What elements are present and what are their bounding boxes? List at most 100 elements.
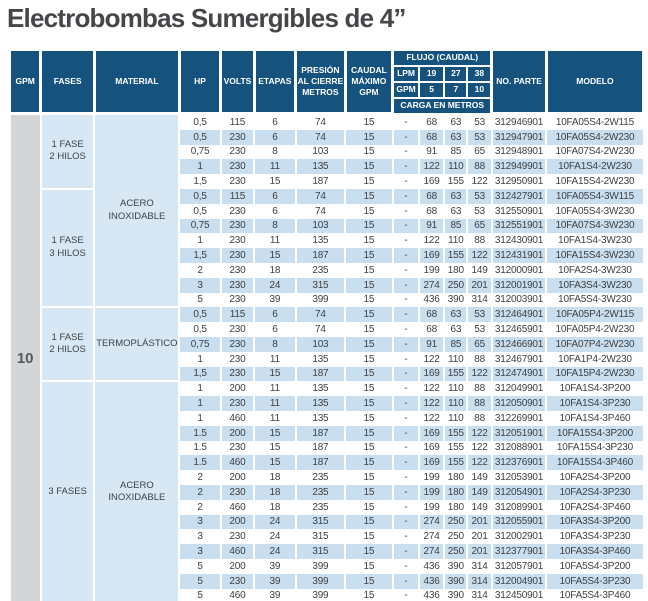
cell-volts: 230: [219, 292, 256, 308]
col-header-gpm: GPM: [7, 48, 43, 115]
cell-caudal-maximo: 15: [344, 514, 394, 530]
table-row: 2 230 18 235 15-199 180 149 312000901 10FA2S4-3W…: [10, 262, 645, 278]
cell-modelo: 10FA15S4-3P230: [545, 440, 645, 456]
cell-no-parte: 312467901: [490, 351, 548, 367]
cell-volts: 230: [219, 248, 256, 263]
cell-carga-27: 63: [443, 322, 469, 337]
cell-hp: 1: [178, 233, 222, 249]
cell-volts: 115: [219, 188, 256, 204]
cell-caudal-maximo: 15: [344, 499, 394, 515]
cell-presion-cierre: 135: [294, 396, 347, 411]
cell-hp: 3: [178, 544, 222, 559]
cell-carga-19: 199: [417, 262, 446, 278]
cell-volts: 230: [219, 174, 256, 189]
cell-flujo-dash: -: [391, 440, 420, 456]
cell-etapas: 6: [253, 203, 297, 219]
cell-carga-27: 63: [443, 113, 469, 130]
table-row: 1.5 200 15 187 15-169 155 122 312051901 10FA15S4…: [10, 425, 645, 441]
cell-carga-38: 122: [466, 174, 493, 189]
cell-carga-38: 149: [466, 262, 493, 278]
cell-caudal-maximo: 15: [344, 322, 394, 337]
cell-carga-27: 85: [443, 336, 469, 352]
subheader-lpm-label: LPM: [391, 64, 420, 83]
cell-carga-38: 88: [466, 381, 493, 397]
cell-etapas: 39: [253, 558, 297, 574]
cell-flujo-dash: -: [391, 366, 420, 382]
cell-presion-cierre: 187: [294, 248, 347, 263]
cell-carga-38: 201: [466, 544, 493, 559]
cell-flujo-dash: -: [391, 248, 420, 263]
cell-no-parte: 312001901: [490, 277, 548, 293]
table-row: 0,75 230 8 103 15-91 85 65 312551901 10FA07S4-3W…: [10, 218, 645, 234]
cell-hp: 1: [178, 410, 222, 426]
cell-etapas: 15: [253, 366, 297, 382]
cell-no-parte: 312430901: [490, 233, 548, 249]
cell-modelo: 10FA2S4-3P230: [545, 484, 645, 500]
cell-carga-19: 169: [417, 440, 446, 456]
cell-hp: 5: [178, 588, 222, 601]
cell-carga-27: 155: [443, 366, 469, 382]
cell-flujo-dash: -: [391, 307, 420, 323]
cell-caudal-maximo: 15: [344, 144, 394, 160]
cell-caudal-maximo: 15: [344, 366, 394, 382]
cell-carga-19: 122: [417, 351, 446, 367]
cell-carga-38: 314: [466, 573, 493, 589]
cell-modelo: 10FA07S4-2W230: [545, 144, 645, 160]
cell-no-parte: 312050901: [490, 396, 548, 411]
cell-carga-27: 110: [443, 351, 469, 367]
table-row: 0,75 230 8 103 15-91 85 65 312948901 10FA07S4-2W…: [10, 144, 645, 160]
cell-flujo-dash: -: [391, 588, 420, 601]
cell-no-parte: 312003901: [490, 292, 548, 308]
cell-modelo: 10FA07S4-3W230: [545, 218, 645, 234]
cell-modelo: 10FA5S4-3W230: [545, 292, 645, 308]
cell-carga-38: 122: [466, 440, 493, 456]
cell-caudal-maximo: 15: [344, 529, 394, 545]
cell-carga-27: 180: [443, 470, 469, 485]
cell-flujo-dash: -: [391, 233, 420, 249]
cell-modelo: 10FA15S4-3W230: [545, 248, 645, 263]
cell-volts: 230: [219, 322, 256, 337]
pump-spec-table: GPM FASES MATERIAL HP VOLTS ETAPAS PRESI…: [7, 48, 646, 601]
table-body: 10 1 FASE 2 HILOS ACERO INOXIDABLE 0,5 115 6 7…: [8, 112, 645, 601]
cell-hp: 0,5: [178, 307, 222, 323]
cell-hp: 1.5: [178, 440, 222, 456]
cell-carga-38: 53: [466, 129, 493, 145]
table-header: GPM FASES MATERIAL HP VOLTS ETAPAS PRESI…: [7, 48, 646, 115]
cell-no-parte: 312377901: [490, 544, 548, 559]
cell-hp: 0,75: [178, 144, 222, 160]
cell-volts: 230: [219, 529, 256, 545]
cell-carga-19: 68: [417, 113, 446, 130]
cell-carga-27: 110: [443, 233, 469, 249]
cell-volts: 230: [219, 484, 256, 500]
cell-presion-cierre: 235: [294, 499, 347, 515]
cell-presion-cierre: 74: [294, 322, 347, 337]
table-row: 0,75 230 8 103 15-91 85 65 312466901 10FA07P4-2W…: [10, 336, 645, 352]
cell-modelo: 10FA05S4-2W115: [545, 113, 645, 130]
cell-modelo: 10FA1S4-3P460: [545, 410, 645, 426]
cell-caudal-maximo: 15: [344, 588, 394, 601]
table-row: 1,5 230 15 187 15-169 155 122 312474901 10FA15P4…: [10, 366, 645, 382]
cell-etapas: 15: [253, 174, 297, 189]
cell-etapas: 8: [253, 336, 297, 352]
cell-carga-27: 250: [443, 514, 469, 530]
cell-caudal-maximo: 15: [344, 262, 394, 278]
cell-caudal-maximo: 15: [344, 455, 394, 471]
subheader-gpm-5: 5: [417, 80, 446, 99]
cell-volts: 230: [219, 233, 256, 249]
table-row: 3 230 24 315 15-274 250 201 312002901 10FA3S4-3P…: [10, 529, 645, 545]
cell-carga-27: 155: [443, 455, 469, 471]
cell-no-parte: 312474901: [490, 366, 548, 382]
cell-caudal-maximo: 15: [344, 558, 394, 574]
cell-modelo: 10FA3S4-3P230: [545, 529, 645, 545]
cell-flujo-dash: -: [391, 174, 420, 189]
cell-carga-27: 180: [443, 262, 469, 278]
cell-modelo: 10FA1S4-3P200: [545, 381, 645, 397]
cell-modelo: 10FA05S4-3W230: [545, 203, 645, 219]
cell-etapas: 11: [253, 351, 297, 367]
cell-no-parte: 312054901: [490, 484, 548, 500]
cell-presion-cierre: 74: [294, 203, 347, 219]
cell-hp: 1,5: [178, 174, 222, 189]
cell-caudal-maximo: 15: [344, 159, 394, 175]
material-group-cell: ACERO INOXIDABLE: [93, 380, 181, 601]
